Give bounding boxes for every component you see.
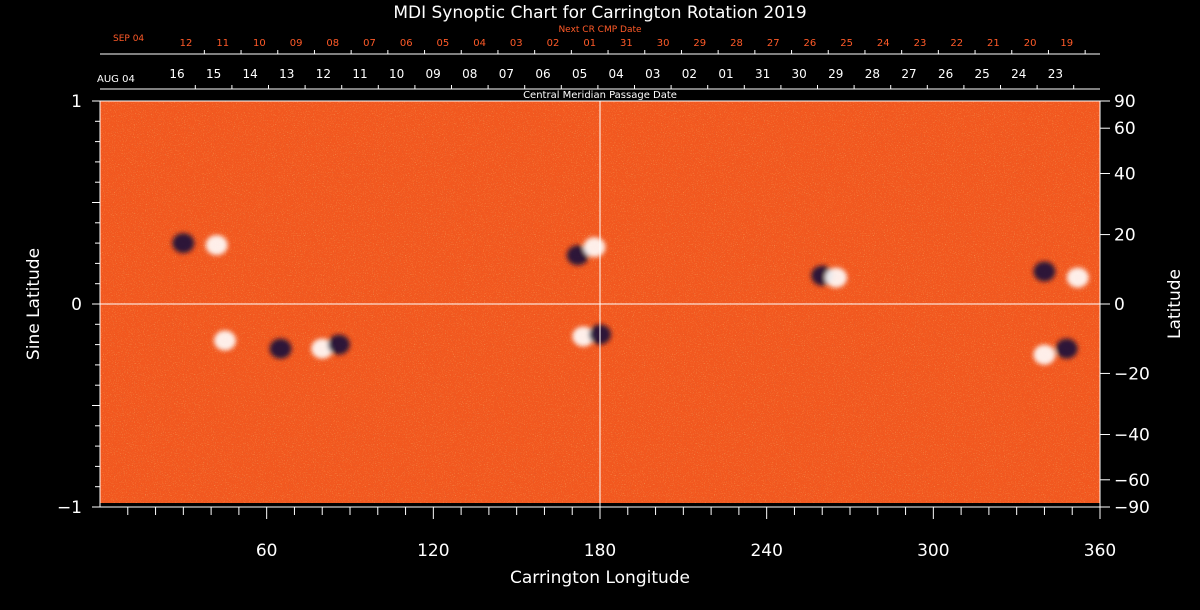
date-label: 05 [572,67,587,81]
chart-title: MDI Synoptic Chart for Carrington Rotati… [393,3,806,23]
date-label: 27 [901,67,916,81]
date-label: 07 [363,38,376,49]
date-label: 29 [693,38,706,49]
date-label: 23 [914,38,927,49]
x-tick-label: 120 [417,541,449,561]
active-region-positive [205,235,228,256]
active-region-negative [566,245,589,266]
date-label: 21 [987,38,1000,49]
y-left-tick-label: 1 [71,92,82,112]
date-label: 26 [804,38,817,49]
date-label: 06 [400,38,413,49]
date-label: 31 [620,38,633,49]
date-label: 20 [1024,38,1037,49]
y-right-tick-label: −90 [1114,498,1150,518]
date-label: 16 [169,67,184,81]
date-label: 31 [755,67,770,81]
y-right-tick-label: 20 [1114,226,1136,246]
date-label: 07 [499,67,514,81]
active-region-negative [269,338,292,359]
date-label: 12 [316,67,331,81]
y-right-tick-label: 60 [1114,119,1136,139]
date-label: 08 [462,67,477,81]
date-label: 05 [437,38,450,49]
x-tick-label: 300 [917,541,949,561]
date-label: 25 [975,67,990,81]
date-label: 13 [279,67,294,81]
date-label: 15 [206,67,221,81]
next-cr-caption: Next CR CMP Date [558,25,642,35]
date-label: 24 [877,38,890,49]
date-label: 02 [682,67,697,81]
date-label: 24 [1011,67,1026,81]
cmp-date-labels: 16 15 14 13 12 11 10 09 08 07 06 05 04 03 02 01 31 30 29 28… [169,67,1075,89]
date-label: 01 [718,67,733,81]
date-label: 26 [938,67,953,81]
active-region-negative [1033,261,1056,282]
y-axis-left-title: Sine Latitude [24,248,44,360]
date-label: 09 [426,67,441,81]
active-region-negative [327,334,350,355]
active-region-positive [825,267,848,288]
y-right-tick-label: −20 [1114,364,1150,384]
x-tick-label: 180 [584,541,616,561]
next-cr-date-labels: 12 11 10 09 08 07 06 05 04 03 02 01 31 30 29 28 27 26 25 24… [180,38,1086,54]
date-label: 03 [510,38,523,49]
date-label: 19 [1060,38,1073,49]
next-cr-axis: Next CR CMP Date SEP 04 12 11 10 09 08 07 06 05… [100,25,1100,55]
active-region-positive [1066,267,1089,288]
date-label: 25 [840,38,853,49]
active-region-negative [1055,338,1078,359]
y-right-tick-label: −40 [1114,425,1150,445]
y-right-tick-label: −60 [1114,471,1150,491]
y-right-tick-label: 40 [1114,165,1136,185]
date-label: 08 [326,38,339,49]
x-tick-label: 360 [1084,541,1116,561]
x-tick-label: 240 [750,541,782,561]
active-regions [172,233,1089,365]
date-label: 09 [290,38,303,49]
date-label: 03 [645,67,660,81]
x-axis: 60 120 180 240 300 360 [127,507,1116,561]
date-label: 04 [473,38,486,49]
x-axis-title: Carrington Longitude [510,568,690,588]
y-axis-right-title: Latitude [1165,269,1185,339]
cmp-caption: Central Meridian Passage Date [523,90,677,101]
date-label: 23 [1048,67,1063,81]
y-axis-left: 1 0 −1 [57,92,100,518]
date-label: 10 [253,38,266,49]
y-right-tick-label: 90 [1114,92,1136,112]
active-region-positive [1033,344,1056,365]
active-region-negative [172,233,195,254]
date-label: 22 [950,38,963,49]
date-label: 29 [828,67,843,81]
date-label: 28 [730,38,743,49]
date-label: 30 [792,67,807,81]
date-label: 30 [657,38,670,49]
active-region-positive [583,237,606,258]
date-label: 27 [767,38,780,49]
date-label: 28 [865,67,880,81]
active-region-positive [311,338,334,359]
date-label: 01 [583,38,596,49]
cmp-month-label: AUG 04 [97,74,135,85]
active-region-positive [572,326,595,347]
y-axis-right: 90 60 40 20 0 −20 −40 −60 −90 [1100,92,1150,518]
date-label: 10 [389,67,404,81]
date-label: 06 [535,67,550,81]
y-left-tick-label: 0 [71,295,82,315]
y-left-tick-label: −1 [57,498,82,518]
date-label: 14 [243,67,258,81]
y-right-tick-label: 0 [1114,295,1125,315]
date-label: 11 [216,38,229,49]
date-label: 04 [609,67,624,81]
next-cr-month-label: SEP 04 [113,34,144,44]
active-region-positive [214,330,236,351]
date-label: 12 [180,38,193,49]
x-tick-label: 60 [256,541,278,561]
cmp-axis: AUG 04 16 15 14 13 12 11 10 09 08 07 06 05 04 03 02 01 3… [97,67,1100,101]
date-label: 02 [547,38,560,49]
date-label: 11 [352,67,367,81]
